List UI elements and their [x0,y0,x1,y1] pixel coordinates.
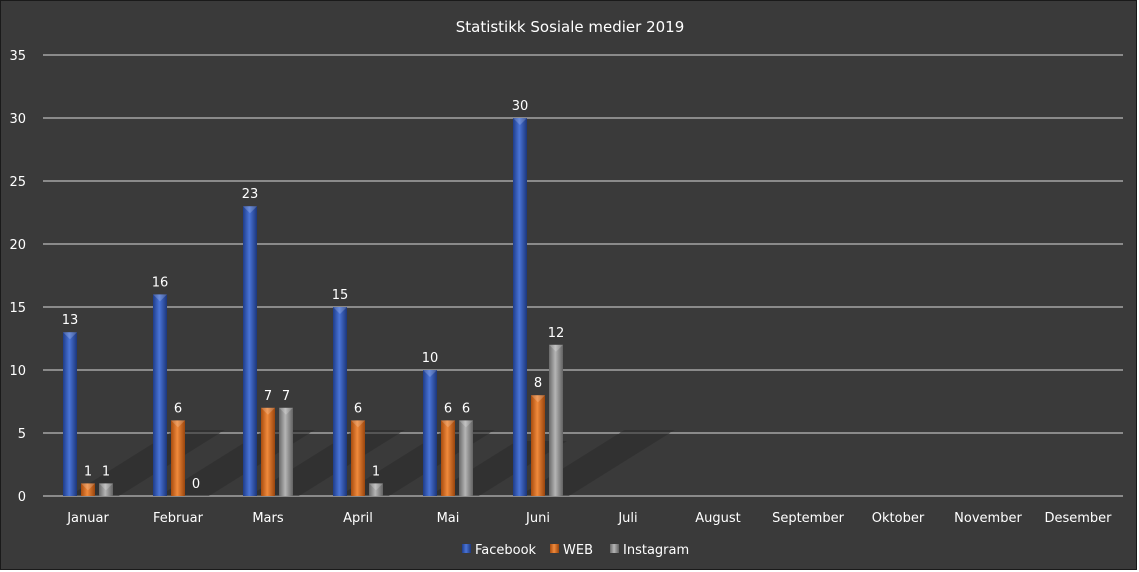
data-label: 8 [534,376,542,391]
bar [351,420,365,496]
bar-cap [459,420,473,428]
x-tick-label: Februar [153,511,204,526]
data-label: 7 [282,389,290,404]
x-tick-label: Juli [617,511,637,526]
bar [531,395,545,496]
gridlines [43,54,1123,497]
legend-swatch [610,544,619,553]
data-label: 23 [242,187,259,202]
bar-cap [333,307,347,314]
x-tick-label: November [954,511,1022,526]
legend-swatch [462,544,471,553]
bar-cap [513,118,527,125]
bar [441,420,455,496]
y-tick-label: 20 [9,238,26,253]
bar-cap [549,344,563,352]
y-tick-label: 10 [9,364,26,379]
bar [513,118,527,496]
bar [333,307,347,496]
bar-cap [423,370,437,377]
bar [459,420,473,496]
bar-cap [99,483,113,491]
x-tick-label: Mars [252,511,284,526]
bar-cap [279,407,293,415]
data-label: 6 [462,401,470,416]
data-label: 6 [444,401,452,416]
bar-cap [63,332,77,340]
data-label: 1 [372,464,380,479]
data-label: 16 [152,275,169,290]
bar-cap [261,407,275,415]
y-tick-label: 30 [9,112,26,127]
chart-title: Statistikk Sosiale medier 2019 [456,18,685,36]
bar [369,483,383,496]
x-tick-label: Desember [1044,511,1112,526]
data-label: 7 [264,389,272,404]
bar [153,294,167,496]
legend-label: Facebook [475,543,537,558]
data-label: 1 [84,464,92,479]
data-label: 13 [62,313,79,328]
legend-label: Instagram [623,543,689,558]
bar [243,206,257,496]
bar-shadow [69,430,225,496]
bar-shadow [159,430,315,496]
bar [81,483,95,496]
y-tick-label: 5 [18,427,26,442]
legend-swatch [550,544,559,553]
data-label: 6 [354,401,362,416]
y-tick-label: 35 [9,49,26,64]
bar [261,407,275,496]
bar-cap [81,483,95,491]
bars [63,118,563,496]
x-tick-label: September [772,511,845,526]
bar [63,332,77,496]
x-tick-label: Juni [525,511,550,526]
bar-cap [243,206,257,214]
data-label: 6 [174,401,182,416]
data-label: 15 [332,288,349,303]
bar-shadow [339,430,495,496]
y-tick-label: 25 [9,175,26,190]
y-tick-label: 15 [9,301,26,316]
data-label: 30 [512,99,529,114]
bar-cap [171,420,185,428]
x-tick-label: Oktober [872,511,925,526]
bar-cap [441,420,455,428]
x-tick-label: Januar [66,511,109,526]
bar [549,344,563,496]
x-tick-label: Mai [437,511,460,526]
bar [423,370,437,496]
data-label: 10 [422,351,439,366]
bar-cap [369,483,383,491]
x-tick-label: August [695,511,741,526]
y-tick-label: 0 [18,490,26,505]
data-label: 12 [548,326,565,341]
bar [171,420,185,496]
data-label: 1 [102,464,110,479]
bar-cap [153,294,167,302]
bar [279,407,293,496]
x-tick-label: April [343,511,373,526]
bar-cap [351,420,365,428]
legend: Facebook WEB Instagram [462,543,689,558]
legend-label: WEB [563,543,593,558]
data-label: 0 [192,477,200,492]
bar [99,483,113,496]
bar-cap [531,395,545,403]
